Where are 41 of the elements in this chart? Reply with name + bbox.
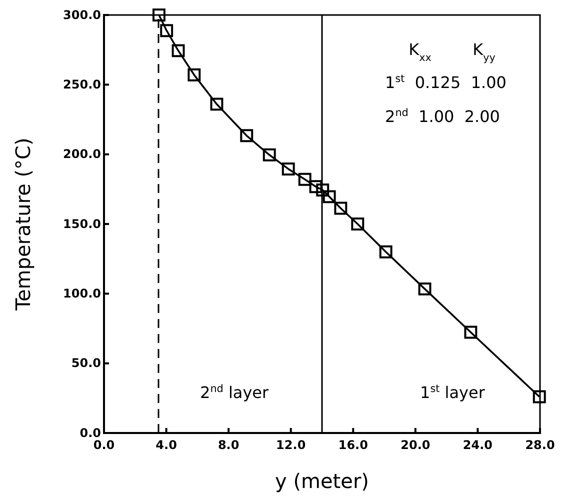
y-tick-label: 300.0 xyxy=(63,8,101,22)
y-tick-label: 0.0 xyxy=(80,426,101,440)
point xyxy=(188,68,201,82)
y-tick-label: 150.0 xyxy=(63,216,101,231)
point xyxy=(160,24,174,38)
point xyxy=(464,326,478,339)
point xyxy=(532,390,546,404)
point xyxy=(334,202,348,215)
point xyxy=(316,184,330,196)
x-tick-label: 0.0 xyxy=(93,438,115,452)
y-tick-label: 200.0 xyxy=(63,147,101,162)
y-tick-label: 250.0 xyxy=(63,78,101,92)
annotation: 2$^{nd}$ layer xyxy=(200,383,270,402)
point xyxy=(210,98,224,111)
annotation: K$_{xx}$ xyxy=(408,40,432,64)
point xyxy=(418,282,432,296)
y-axis-title: Temperature (°C) xyxy=(11,138,35,312)
x-axis-title: y (meter) xyxy=(275,469,369,493)
annotation: 2$^{nd}$ 1.00 2.00 xyxy=(385,107,500,126)
y-tick-label: 100.0 xyxy=(63,286,101,301)
point xyxy=(262,148,276,162)
point xyxy=(309,180,322,194)
annotation: K$_{yy}$ xyxy=(472,40,496,64)
x-tick-label: 28.0 xyxy=(525,438,555,452)
x-tick-label: 12.0 xyxy=(276,438,306,452)
point xyxy=(298,172,312,186)
x-tick-label: 8.0 xyxy=(218,438,240,452)
annotation: 1$^{st}$ layer xyxy=(420,383,486,402)
y-tick-label: 50.0 xyxy=(71,356,101,370)
x-tick-label: 16.0 xyxy=(338,438,368,452)
point xyxy=(351,218,364,230)
point xyxy=(322,190,336,204)
point xyxy=(240,129,254,142)
x-tick-label: 24.0 xyxy=(462,438,493,452)
x-tick-label: 4.0 xyxy=(156,438,177,452)
point xyxy=(379,245,392,258)
point xyxy=(152,8,166,22)
point xyxy=(172,44,185,58)
annotation: 1$^{st}$ 0.125 1.00 xyxy=(385,73,506,92)
point xyxy=(282,162,295,176)
x-tick-label: 20.0 xyxy=(400,438,430,452)
